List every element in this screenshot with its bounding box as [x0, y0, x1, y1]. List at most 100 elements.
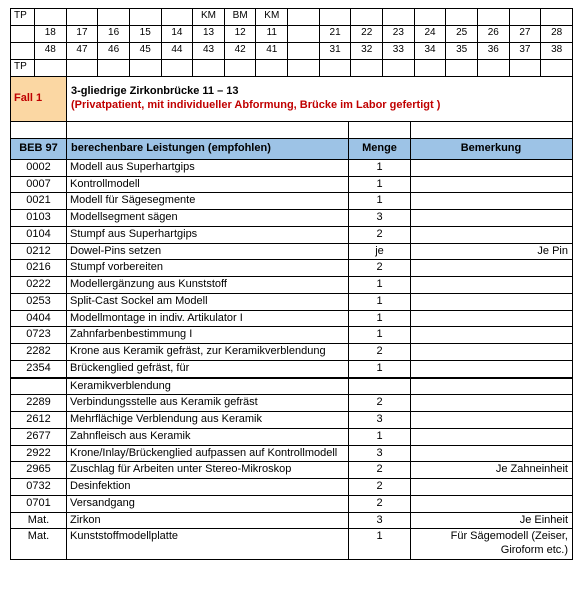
cell-desc: Zirkon: [67, 512, 349, 529]
cell-desc: Zahnfleisch aus Keramik: [67, 428, 349, 445]
table-row: 2677Zahnfleisch aus Keramik1: [11, 428, 573, 445]
cell-desc: Krone/Inlay/Brückenglied aufpassen auf K…: [67, 445, 349, 462]
cell-code: 0723: [11, 327, 67, 344]
cell-note: [411, 360, 573, 377]
cell-note: [411, 210, 573, 227]
cell-code: 2289: [11, 395, 67, 412]
cell-desc: Modell für Sägesegmente: [67, 193, 349, 210]
cell-note: [411, 378, 573, 395]
cell-qty: 1: [349, 360, 411, 377]
mid-label: [288, 9, 320, 26]
cell-desc: Versandgang: [67, 495, 349, 512]
cell-desc: Dowel-Pins setzen: [67, 243, 349, 260]
tp-label: TP: [11, 9, 35, 26]
tooth-cell: 25: [446, 26, 478, 43]
case-title-cell: 3-gliedrige Zirkonbrücke 11 – 13 (Privat…: [67, 77, 573, 122]
cell-note: [411, 495, 573, 512]
tooth-cell: 16: [98, 26, 130, 43]
tooth-cell: 36: [477, 43, 509, 60]
table-row: 0007Kontrollmodell1: [11, 176, 573, 193]
tooth-cell: 47: [66, 43, 98, 60]
cell-code: 0104: [11, 226, 67, 243]
cell-desc: Modellmontage in indiv. Artikulator I: [67, 310, 349, 327]
table-row: 0002Modell aus Superhartgips1: [11, 159, 573, 176]
cell-desc: Modell aus Superhartgips: [67, 159, 349, 176]
table-row: 0021Modell für Sägesegmente1: [11, 193, 573, 210]
mid-label: KM: [193, 9, 225, 26]
table-row: 2922Krone/Inlay/Brückenglied aufpassen a…: [11, 445, 573, 462]
cell-code: [11, 378, 67, 395]
cell-qty: 2: [349, 344, 411, 361]
cell-qty: 3: [349, 412, 411, 429]
cell-qty: [349, 378, 411, 395]
header-row: BEB 97 berechenbare Leistungen (empfohle…: [11, 138, 573, 159]
header-code: BEB 97: [11, 138, 67, 159]
table-row: 2282Krone aus Keramik gefräst, zur Keram…: [11, 344, 573, 361]
cell-desc: Kunststoffmodellplatte: [67, 529, 349, 560]
tooth-cell: 32: [351, 43, 383, 60]
table-row: 2289Verbindungsstelle aus Keramik gefräs…: [11, 395, 573, 412]
tooth-cell: 27: [509, 26, 541, 43]
cell-desc: Zuschlag für Arbeiten unter Stereo-Mikro…: [67, 462, 349, 479]
tooth-cell: 26: [477, 26, 509, 43]
tooth-cell: 45: [129, 43, 161, 60]
mid-label: [541, 9, 573, 26]
cell-code: 0002: [11, 159, 67, 176]
header-qty: Menge: [349, 138, 411, 159]
cell-code: 0404: [11, 310, 67, 327]
cell-qty: 2: [349, 479, 411, 496]
tooth-cell: 34: [414, 43, 446, 60]
tooth-cell: 15: [129, 26, 161, 43]
cell-desc: Stumpf vorbereiten: [67, 260, 349, 277]
cell-qty: 3: [349, 512, 411, 529]
mid-label: [66, 9, 98, 26]
cell-qty: 2: [349, 395, 411, 412]
tooth-cell: 41: [256, 43, 288, 60]
table-row: 2965Zuschlag für Arbeiten unter Stereo-M…: [11, 462, 573, 479]
mid-label: [383, 9, 415, 26]
case-title: 3-gliedrige Zirkonbrücke 11 – 13: [71, 85, 239, 97]
cell-desc: Keramikverblendung: [67, 378, 349, 395]
cell-note: [411, 277, 573, 294]
mid-label: [98, 9, 130, 26]
tooth-cell: 22: [351, 26, 383, 43]
mid-label: [161, 9, 193, 26]
tooth-cell: 42: [224, 43, 256, 60]
tooth-cell: 35: [446, 43, 478, 60]
cell-code: 2612: [11, 412, 67, 429]
table-row: Mat.Zirkon3Je Einheit: [11, 512, 573, 529]
cell-qty: 2: [349, 462, 411, 479]
tooth-cell: 11: [256, 26, 288, 43]
cell-note: [411, 226, 573, 243]
cell-note: [411, 428, 573, 445]
header-desc: berechenbare Leistungen (empfohlen): [67, 138, 349, 159]
cell-code: Mat.: [11, 529, 67, 560]
cell-desc: Verbindungsstelle aus Keramik gefräst: [67, 395, 349, 412]
cell-desc: Desinfektion: [67, 479, 349, 496]
cell-code: 0732: [11, 479, 67, 496]
cell-note: [411, 445, 573, 462]
cell-desc: Krone aus Keramik gefräst, zur Keramikve…: [67, 344, 349, 361]
cell-code: Mat.: [11, 512, 67, 529]
table-row: 2354Brückenglied gefräst, für1: [11, 360, 573, 377]
cell-qty: 1: [349, 159, 411, 176]
cell-desc: Modellergänzung aus Kunststoff: [67, 277, 349, 294]
cell-desc: Brückenglied gefräst, für: [67, 360, 349, 377]
table-row: 0216Stumpf vorbereiten2: [11, 260, 573, 277]
cell-desc: Kontrollmodell: [67, 176, 349, 193]
cell-code: 0222: [11, 277, 67, 294]
top-grid-header-row: TP KM BM KM: [11, 9, 573, 26]
table-row: 0723Zahnfarbenbestimmung I1: [11, 327, 573, 344]
tooth-cell: 21: [319, 26, 351, 43]
cell-note: Je Einheit: [411, 512, 573, 529]
cell-desc: Mehrflächige Verblendung aus Keramik: [67, 412, 349, 429]
mid-label: [35, 9, 67, 26]
tooth-cell: 13: [193, 26, 225, 43]
case-subtitle: (Privatpatient, mit individueller Abform…: [71, 99, 440, 111]
top-grid-footer-row: TP: [11, 60, 573, 77]
tooth-cell: 12: [224, 26, 256, 43]
page: TP KM BM KM 18 17 16 15 14: [0, 0, 583, 568]
mid-label: [446, 9, 478, 26]
cell-code: 0212: [11, 243, 67, 260]
table-body: 0002Modell aus Superhartgips10007Kontrol…: [11, 159, 573, 559]
